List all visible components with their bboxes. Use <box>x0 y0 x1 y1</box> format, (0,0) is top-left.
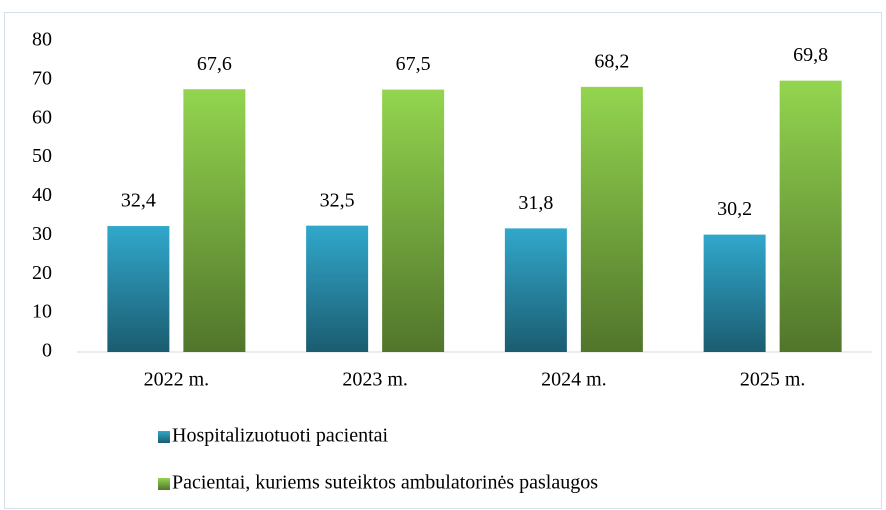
legend-label: Pacientai, kuriems suteiktos ambulatorin… <box>172 472 598 494</box>
x-tick-label: 2022 m. <box>144 369 210 391</box>
value-label: 67,5 <box>396 53 431 75</box>
y-tick-label: 70 <box>32 67 52 89</box>
value-label: 32,5 <box>320 189 355 211</box>
y-tick-label: 80 <box>32 29 52 51</box>
y-tick-label: 30 <box>32 223 52 245</box>
value-label: 69,8 <box>793 44 828 66</box>
bar <box>382 89 445 352</box>
bar <box>779 80 842 352</box>
bar <box>306 225 369 352</box>
bar <box>504 228 567 352</box>
legend-marker <box>158 431 170 443</box>
x-tick-label: 2024 m. <box>541 369 607 391</box>
y-tick-label: 0 <box>42 340 52 362</box>
y-tick-label: 20 <box>32 262 52 284</box>
legend-marker <box>158 478 170 490</box>
bar <box>107 226 170 352</box>
value-label: 68,2 <box>594 50 629 72</box>
legend-label: Hospitalizuotuoti pacientai <box>172 425 388 447</box>
value-label: 30,2 <box>717 198 752 220</box>
y-tick-label: 60 <box>32 106 52 128</box>
bar <box>183 89 246 352</box>
x-tick-label: 2025 m. <box>740 369 806 391</box>
x-tick-label: 2023 m. <box>342 369 408 391</box>
bar <box>580 86 643 352</box>
y-tick-label: 10 <box>32 301 52 323</box>
value-label: 67,6 <box>197 53 232 75</box>
y-tick-label: 50 <box>32 145 52 167</box>
bar <box>703 234 766 352</box>
value-label: 32,4 <box>121 190 156 212</box>
value-label: 31,8 <box>518 192 553 214</box>
y-tick-label: 40 <box>32 184 52 206</box>
